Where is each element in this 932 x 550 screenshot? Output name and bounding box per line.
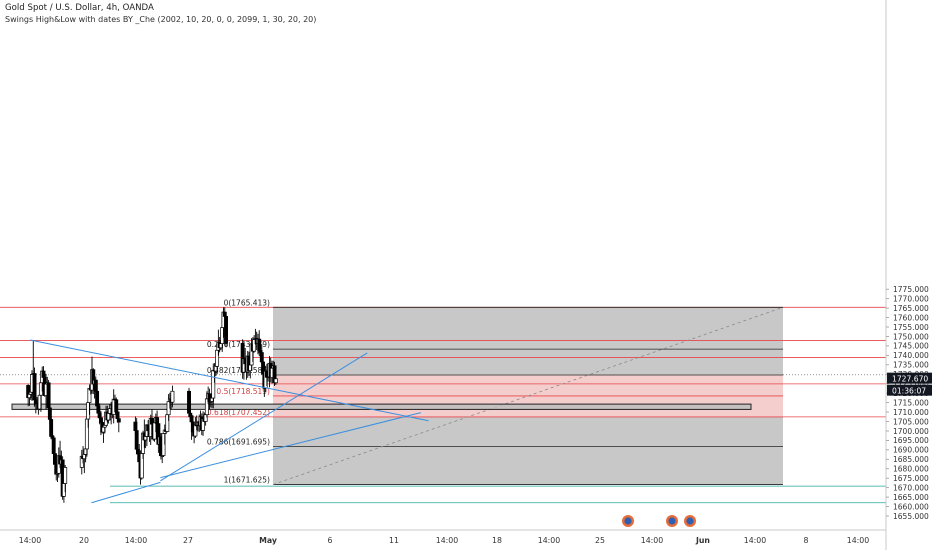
fib-label-0: 0(1765.413) [224, 298, 270, 307]
price-tick-label: 1740.000 [893, 351, 929, 360]
price-tick-label: 1755.000 [893, 323, 929, 332]
candle-body [224, 316, 228, 344]
time-tick-label: 20 [79, 536, 89, 545]
trendline-2 [160, 352, 368, 482]
time-tick-label: 27 [183, 536, 193, 545]
symbol-title: Gold Spot / U.S. Dollar, 4h, OANDA [5, 3, 154, 13]
fib-label-0.382: 0.382(1729.586) [207, 366, 270, 375]
price-tick-label: 1775.000 [893, 285, 929, 294]
fib-label-1: 1(1671.625) [224, 476, 270, 485]
time-tick-label: 11 [389, 536, 399, 545]
time-tick-label: Jun [695, 536, 710, 545]
price-tick-label: 1680.000 [893, 465, 929, 474]
fib-label-0.786: 0.786(1691.695) [207, 438, 270, 447]
time-tick-label: 14:00 [436, 536, 459, 545]
time-tick-label: 18 [492, 536, 502, 545]
countdown-badge [887, 384, 932, 396]
last-price-badge [887, 372, 932, 384]
event-flag-inner-icon [624, 517, 632, 525]
event-flag-inner-icon [668, 517, 676, 525]
price-tick-label: 1735.000 [893, 361, 929, 370]
price-tick-label: 1765.000 [893, 304, 929, 313]
trendline-0 [30, 339, 429, 422]
event-flag-inner-icon [686, 517, 694, 525]
price-axis-bg [886, 0, 932, 550]
price-tick-label: 1745.000 [893, 342, 929, 351]
candles-layer [26, 307, 278, 503]
price-tick-label: 1715.000 [893, 398, 929, 407]
last-price-label: 1727.670 [892, 374, 928, 383]
time-tick-label: 6 [328, 536, 333, 545]
price-tick-label: 1675.000 [893, 474, 929, 483]
overlay-layer [30, 339, 429, 504]
price-tick-label: 1660.000 [893, 502, 929, 511]
price-tick-label: 1700.000 [893, 427, 929, 436]
time-tick-label: 14:00 [847, 536, 870, 545]
price-tick-label: 1665.000 [893, 493, 929, 502]
countdown-label: 01:36:07 [892, 386, 926, 395]
trendline-3 [160, 412, 421, 479]
candle-body [170, 390, 175, 403]
fib-label-0.236: 0.236(1743.279) [207, 340, 270, 349]
price-tick-label: 1685.000 [893, 455, 929, 464]
price-tick-label: 1710.000 [893, 408, 929, 417]
indicator-title: Swings High&Low with dates BY _Che (2002… [5, 15, 317, 24]
time-tick-label: 8 [804, 536, 809, 545]
price-tick-label: 1705.000 [893, 417, 929, 426]
price-tick-label: 1690.000 [893, 446, 929, 455]
price-tick-label: 1750.000 [893, 332, 929, 341]
price-tick-label: 1655.000 [893, 512, 929, 521]
price-tick-label: 1695.000 [893, 436, 929, 445]
time-tick-label: 14:00 [641, 536, 664, 545]
time-tick-label: 14:00 [538, 536, 561, 545]
time-tick-label: 25 [595, 536, 605, 545]
time-tick-label: May [259, 536, 277, 545]
fib-label-0.618: 0.618(1707.452) [207, 408, 270, 417]
time-tick-label: 14:00 [19, 536, 42, 545]
trendline-1 [91, 481, 161, 504]
price-tick-label: 1760.000 [893, 313, 929, 322]
drawings-layer: 0(1765.413) 0.236(1743.279) 0.382(1729.586… [0, 298, 886, 485]
support-zone-rectangle [11, 403, 752, 410]
price-tick-label: 1770.000 [893, 294, 929, 303]
fib-label-0.5: 0.5(1718.519) [216, 387, 270, 396]
time-tick-label: 14:00 [125, 536, 148, 545]
candle-body [63, 467, 68, 484]
time-tick-label: 14:00 [744, 536, 767, 545]
price-tick-label: 1670.000 [893, 483, 929, 492]
candle-body [116, 418, 121, 423]
candle-body [273, 378, 278, 384]
price-tick-label: 1725.000 [893, 380, 929, 389]
